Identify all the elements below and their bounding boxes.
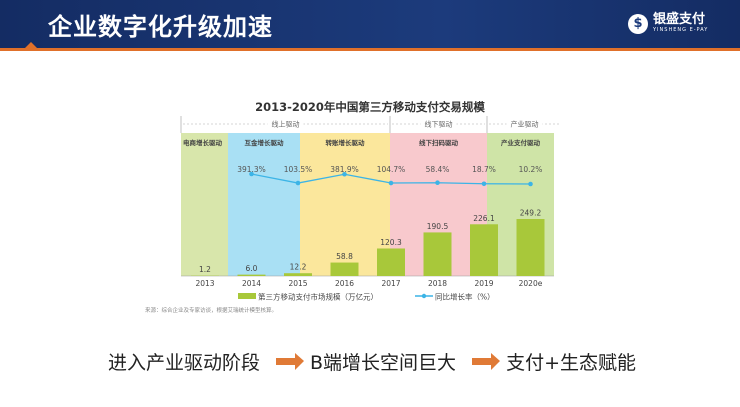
growth-label: 103.5%	[284, 165, 313, 174]
legend-line-marker	[421, 293, 427, 299]
bar	[470, 224, 498, 276]
phase-label-bg	[420, 119, 457, 128]
bar-value-label: 58.8	[336, 252, 353, 261]
growth-point	[435, 180, 440, 186]
x-tick-label: 2020e	[519, 279, 543, 288]
summary-flow: 进入产业驱动阶段 B端增长空间巨大 支付+生态赋能	[108, 348, 636, 375]
bar	[423, 232, 452, 276]
phase-band	[228, 133, 300, 276]
x-tick-label: 2017	[381, 279, 400, 288]
logo-icon: $	[628, 13, 648, 34]
logo: $ 银盛支付 YINSHENG E-PAY	[628, 13, 708, 34]
growth-point	[342, 171, 347, 177]
x-tick-label: 2014	[242, 279, 261, 288]
x-tick-label: 2019	[474, 279, 493, 288]
x-tick-label: 2016	[335, 279, 354, 288]
caret-icon	[24, 42, 38, 49]
bar-value-label: 6.0	[246, 264, 258, 273]
summary-step-1: 进入产业驱动阶段	[108, 352, 261, 374]
summary-step-3: 支付+生态赋能	[506, 352, 636, 374]
legend-line-label: 同比增长率（%）	[435, 292, 495, 302]
bar-value-label: 120.3	[380, 238, 402, 247]
phase-band-label: 转账增长驱动	[326, 138, 366, 147]
growth-point	[249, 171, 254, 177]
phase-label: 线上驱动	[272, 120, 300, 129]
bar	[237, 274, 266, 276]
x-tick-label: 2018	[428, 279, 447, 288]
bar	[284, 273, 312, 276]
phase-band-label: 线下扫码驱动	[419, 138, 459, 147]
growth-point	[528, 181, 533, 187]
header-bar	[0, 0, 740, 48]
phase-label: 产业驱动	[511, 120, 539, 129]
bar	[330, 262, 359, 276]
x-tick-label: 2013	[195, 279, 214, 288]
growth-point	[295, 180, 301, 186]
growth-label: 58.4%	[426, 165, 450, 174]
arrow-right-icon	[472, 353, 501, 370]
arrow-right-icon	[276, 353, 305, 370]
growth-point	[388, 180, 394, 186]
phase-band	[300, 133, 390, 276]
phase-label-bg	[267, 119, 304, 128]
bar	[377, 248, 405, 276]
phase-label: 线下驱动	[425, 120, 453, 129]
phase-band-label: 产业支付驱动	[501, 138, 541, 147]
chart-source: 来源：综合企业及专家访谈，根据艾瑞统计模型核算。	[145, 306, 277, 314]
growth-label: 10.2%	[519, 165, 543, 174]
legend-bar-label: 第三方移动支付市场规模（万亿元）	[258, 292, 378, 302]
phase-band-label: 互金增长驱动	[245, 138, 285, 147]
growth-point	[481, 181, 487, 187]
phase-label-bg	[506, 119, 543, 128]
bar-value-label: 190.5	[427, 222, 449, 231]
page-title: 企业数字化升级加速	[48, 13, 273, 41]
bar	[516, 219, 545, 276]
header-divider	[0, 48, 740, 51]
logo-name: 银盛支付	[653, 12, 706, 27]
bar-value-label: 226.1	[473, 214, 495, 223]
bar-value-label: 12.2	[290, 263, 307, 272]
growth-label: 381.9%	[330, 165, 359, 174]
phase-band	[181, 133, 228, 276]
growth-label: 104.7%	[377, 165, 406, 174]
x-tick-label: 2015	[288, 279, 307, 288]
growth-label: 18.7%	[472, 165, 496, 174]
summary-step-2: B端增长空间巨大	[310, 352, 457, 374]
logo-subtitle: YINSHENG E-PAY	[653, 27, 709, 33]
legend-bar-swatch	[238, 293, 256, 299]
growth-label: 391.3%	[237, 165, 266, 174]
bar-value-label: 249.2	[520, 209, 542, 218]
phase-band-label: 电商增长驱动	[183, 138, 223, 147]
bar-value-label: 1.2	[199, 265, 211, 274]
chart-title: 2013-2020年中国第三方移动支付交易规模	[255, 100, 485, 114]
